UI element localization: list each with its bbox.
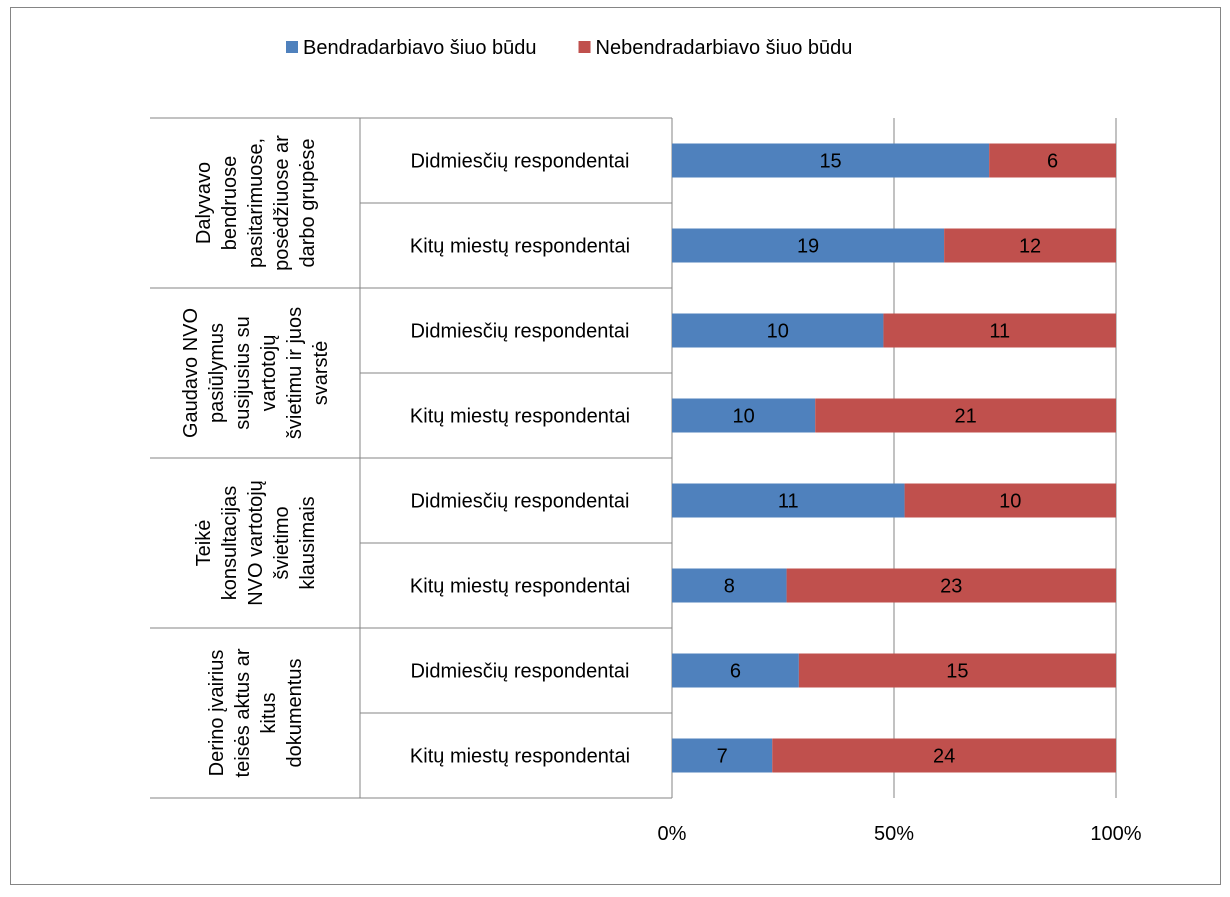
row-label: Didmiesčių respondentai — [410, 491, 629, 513]
bar-segment-1-1-0 — [672, 398, 816, 433]
legend: Bendradarbiavo šiuo būdu Nebendradarbiavo… — [286, 37, 852, 59]
legend-swatch-0 — [286, 41, 298, 53]
bars: 15 6 19 12 10 11 10 21 11 10 8 23 6 15 7 24 — [672, 143, 1116, 773]
group-label-line: Gaudavo NVO — [180, 308, 202, 438]
row-label: Kitų miestų respondentai — [410, 746, 630, 768]
x-tick-label-0: 0% — [658, 823, 687, 845]
group-label-line: Derino įvairius — [206, 650, 228, 777]
group-label-line: dokumentus — [284, 659, 306, 768]
bar-segment-2-0-1 — [904, 483, 1116, 518]
data-label-1-1-0: 10 — [732, 406, 754, 428]
group-label-line: bendruose — [219, 156, 241, 251]
group-label-line: kitus — [258, 692, 280, 733]
x-tick-label-2: 100% — [1090, 823, 1141, 845]
group-label-line: švietimu ir juos — [284, 307, 306, 439]
data-label-1-1-1: 21 — [954, 406, 976, 428]
group-label-1: Gaudavo NVO pasiūlymus susijusius su vartot… — [180, 307, 332, 439]
group-label-line: pasitarimuose, — [245, 138, 267, 268]
data-label-3-0-0: 6 — [730, 661, 741, 683]
group-label-line: darbo grupėse — [297, 139, 319, 268]
bar-segment-2-1-1 — [786, 568, 1116, 603]
bar-segment-1-0-0 — [672, 313, 884, 348]
bar-segment-3-0-1 — [798, 653, 1116, 688]
x-tick-label-1: 50% — [874, 823, 914, 845]
group-label-line: teisės aktus ar — [232, 648, 254, 777]
bar-segment-3-1-1 — [772, 738, 1116, 773]
group-label-3: Derino įvairius teisės aktus ar kitus dokum… — [206, 648, 306, 777]
group-label-line: pasiūlymus — [206, 323, 228, 423]
row-label: Kitų miestų respondentai — [410, 236, 630, 258]
value-axis: 0% 50% 100% — [658, 823, 1142, 845]
row-label: Kitų miestų respondentai — [410, 576, 630, 598]
bar-segment-3-0-0 — [672, 653, 799, 688]
data-label-2-1-1: 23 — [940, 576, 962, 598]
group-label-0: Dalyvavo bendruose pasitarimuose, posėdžiuo… — [193, 135, 319, 271]
bar-segment-0-0-0 — [672, 143, 990, 178]
data-label-1-0-0: 10 — [767, 321, 789, 343]
data-label-2-1-0: 8 — [724, 576, 735, 598]
category-axis: Dalyvavo bendruose pasitarimuose, posėdžiuo… — [150, 117, 673, 799]
group-label-line: Dalyvavo — [193, 162, 215, 244]
row-label: Didmiesčių respondentai — [410, 661, 629, 683]
data-label-3-1-0: 7 — [717, 746, 728, 768]
legend-label-0: Bendradarbiavo šiuo būdu — [303, 37, 537, 59]
bar-segment-0-1-0 — [672, 228, 945, 263]
data-label-2-0-1: 10 — [999, 491, 1021, 513]
bar-segment-0-1-1 — [944, 228, 1116, 263]
group-label-line: švietimo — [271, 506, 293, 579]
data-label-0-0-0: 15 — [819, 151, 841, 173]
group-label-line: NVO vartotojų — [245, 480, 267, 606]
data-label-2-0-0: 11 — [778, 491, 799, 513]
bar-segment-2-1-0 — [672, 568, 787, 603]
bar-segment-2-0-0 — [672, 483, 905, 518]
row-label: Didmiesčių respondentai — [410, 151, 629, 173]
row-label: Kitų miestų respondentai — [410, 406, 630, 428]
data-label-0-0-1: 6 — [1047, 151, 1058, 173]
data-label-3-1-1: 24 — [933, 746, 955, 768]
group-label-line: svarstė — [310, 341, 332, 405]
row-label: Didmiesčių respondentai — [410, 321, 629, 343]
group-label-line: Teikė — [193, 520, 215, 567]
group-label-line: vartotojų — [258, 335, 280, 412]
legend-swatch-1 — [578, 41, 591, 53]
legend-label-1: Nebendradarbiavo šiuo būdu — [596, 37, 853, 59]
bar-segment-3-1-0 — [672, 738, 773, 773]
group-label-2: Teikė konsultacijas NVO vartotojų švietimo k… — [193, 480, 319, 606]
data-label-3-0-1: 15 — [946, 661, 968, 683]
group-label-line: konsultacijas — [219, 486, 241, 601]
data-label-0-1-1: 12 — [1019, 236, 1041, 258]
data-label-1-0-1: 11 — [989, 321, 1010, 343]
bar-segment-0-0-1 — [989, 143, 1116, 178]
group-label-line: posėdžiuose ar — [271, 135, 293, 271]
bar-segment-1-1-1 — [815, 398, 1116, 433]
group-label-line: susijusius su — [232, 316, 254, 429]
data-label-0-1-0: 19 — [797, 236, 819, 258]
bar-segment-1-0-1 — [883, 313, 1116, 348]
group-label-line: klausimais — [297, 496, 319, 589]
